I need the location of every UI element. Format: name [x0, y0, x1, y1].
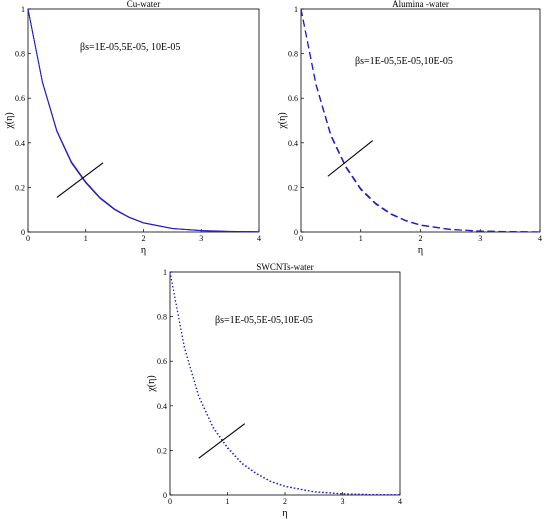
y-tick-label: 1 — [294, 5, 298, 14]
y-tick-label: 0.8 — [288, 50, 298, 59]
x-tick-label: 4 — [257, 234, 261, 243]
x-tick-label: 4 — [398, 497, 402, 506]
parameter-arrow-line — [198, 423, 246, 459]
series-line-3 — [169, 271, 401, 496]
y-tick-label: 0.6 — [157, 357, 167, 366]
x-tick-label: 3 — [341, 497, 345, 506]
x-tick-label: 0 — [299, 234, 303, 243]
y-tick-label: 0.6 — [288, 94, 298, 103]
chart-panel-1: Cu-water 0 1 2 3 4 0 0.2 0.4 0.6 0.8 1 η χ(η) βs=1E-05… — [4, 0, 261, 256]
x-axis-label: η — [141, 245, 146, 256]
x-tick-label: 2 — [419, 234, 423, 243]
y-tick-label: 1 — [21, 5, 25, 14]
chart-panel-2: Alumina -water 0 1 2 3 4 0 0.2 0.4 0.6 0.8 1 η χ(η) βs… — [277, 0, 542, 256]
series-line-2 — [300, 8, 541, 233]
y-tick-label: 0.2 — [288, 183, 298, 192]
x-tick-label: 2 — [283, 497, 287, 506]
x-tick-label: 2 — [142, 234, 146, 243]
x-tick-label: 3 — [478, 234, 482, 243]
series-line-2 — [169, 271, 401, 496]
plot-frame — [169, 271, 401, 496]
y-tick-label: 0.8 — [157, 313, 167, 322]
y-tick-label: 0.6 — [15, 94, 25, 103]
series-line-1 — [169, 271, 401, 496]
y-axis-label: χ(η) — [277, 112, 288, 129]
parameter-arrow-line — [327, 140, 374, 177]
y-tick-label: 1 — [163, 268, 167, 277]
x-tick-label: 0 — [26, 234, 30, 243]
x-axis-label: η — [282, 508, 287, 519]
chart-title: Alumina -water — [392, 0, 449, 9]
y-axis-label: χ(η) — [4, 112, 15, 129]
y-tick-label: 0.2 — [157, 446, 167, 455]
x-tick-label: 1 — [84, 234, 88, 243]
parameter-arrow-line — [56, 162, 104, 198]
x-axis-label: η — [418, 245, 423, 256]
y-tick-label: 0.4 — [288, 139, 298, 148]
parameter-annotation: βs=1E-05,5E-05, 10E-05 — [80, 42, 180, 53]
plot-frame — [300, 8, 541, 233]
series-line-3 — [300, 8, 541, 233]
parameter-annotation: βs=1E-05,5E-05,10E-05 — [355, 56, 453, 67]
series-line-3 — [27, 8, 260, 233]
series-line-1 — [300, 8, 541, 233]
x-tick-label: 1 — [226, 497, 230, 506]
chart-panel-3: SWCNTs-water 0 1 2 3 4 0 0.2 0.4 0.6 0.8 1 η χ(η) βs=1… — [146, 262, 402, 519]
x-tick-label: 1 — [359, 234, 363, 243]
y-tick-label: 0 — [294, 228, 298, 237]
parameter-annotation: βs=1E-05,5E-05,10E-05 — [215, 315, 313, 326]
y-tick-label: 0.8 — [15, 50, 25, 59]
y-tick-label: 0.2 — [15, 183, 25, 192]
y-tick-label: 0 — [163, 491, 167, 500]
y-tick-label: 0 — [21, 228, 25, 237]
y-tick-label: 0.4 — [157, 402, 167, 411]
chart-title: SWCNTs-water — [256, 262, 313, 272]
x-tick-label: 0 — [168, 497, 172, 506]
y-axis-label: χ(η) — [146, 375, 157, 392]
chart-title: Cu-water — [127, 0, 161, 9]
y-tick-label: 0.4 — [15, 139, 25, 148]
x-tick-label: 3 — [199, 234, 203, 243]
x-tick-label: 4 — [538, 234, 542, 243]
